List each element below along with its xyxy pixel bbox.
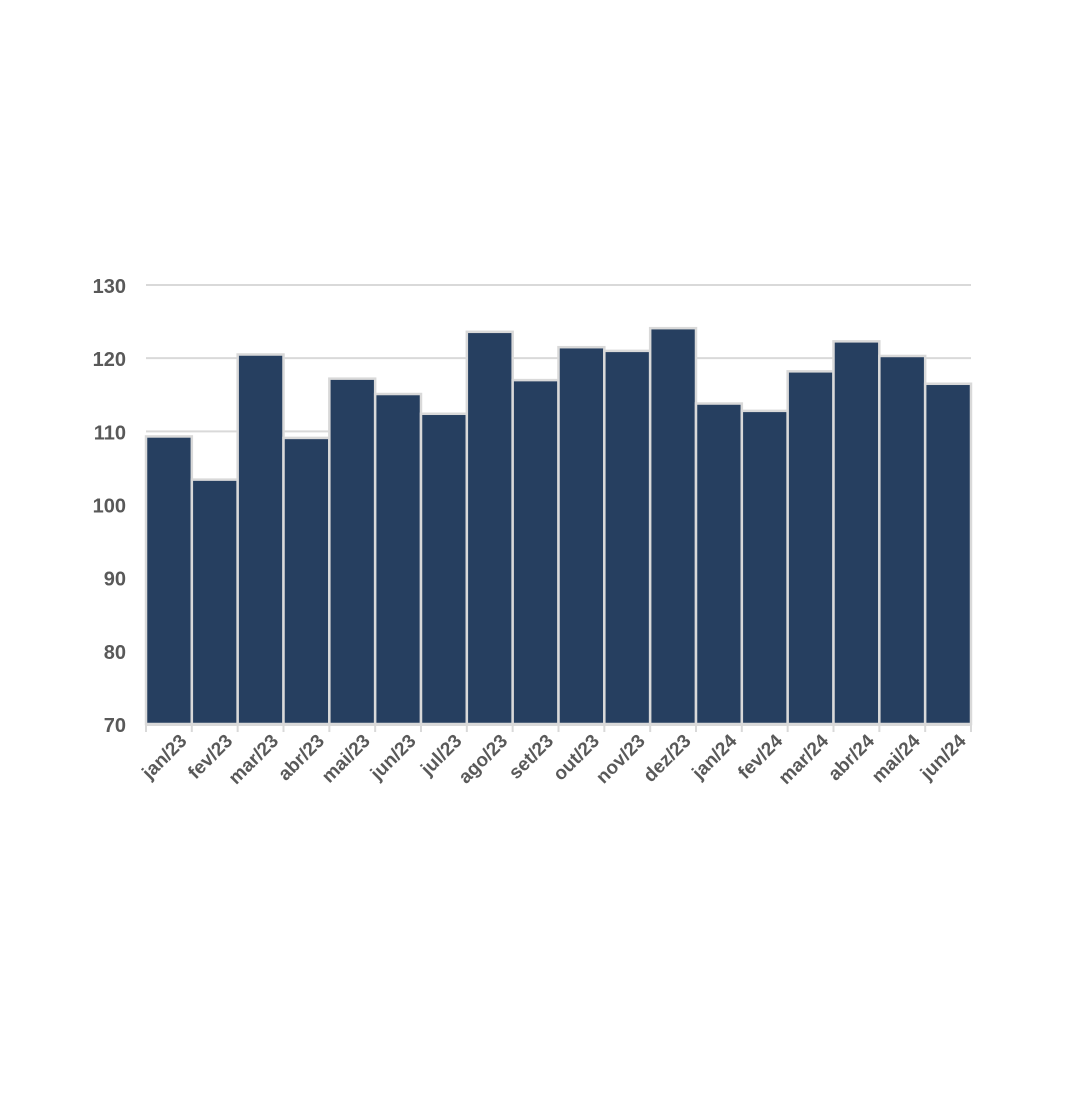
x-tick-label: abr/23 xyxy=(274,731,328,785)
bar-out-23 xyxy=(557,345,606,726)
y-axis-tick-labels: 70 80 90 100 110 120 130 xyxy=(93,276,126,737)
bar-abr-24 xyxy=(832,340,881,726)
bar-jan-24 xyxy=(694,402,744,726)
x-tick-label: dez/23 xyxy=(640,731,696,787)
bar-jul-23 xyxy=(419,412,469,726)
bar-jun-23 xyxy=(373,392,423,726)
bars xyxy=(144,326,973,726)
x-tick-label: jun/24 xyxy=(916,730,971,785)
x-tick-label: jan/24 xyxy=(688,730,742,784)
x-tick-label: mai/24 xyxy=(868,730,925,787)
x-tick-label: jan/23 xyxy=(138,731,192,785)
y-tick-label: 100 xyxy=(93,496,126,518)
y-tick-label: 110 xyxy=(94,422,126,444)
bar-abr-23 xyxy=(282,436,331,726)
y-tick-label: 80 xyxy=(104,642,126,664)
y-tick-label: 120 xyxy=(93,349,126,371)
x-tick-label: set/23 xyxy=(505,731,558,784)
bar-dez-23 xyxy=(648,326,698,726)
x-tick-label: ago/23 xyxy=(455,731,512,788)
y-tick-label: 130 xyxy=(93,276,126,298)
bar-jan-23 xyxy=(144,435,194,726)
bar-mar-24 xyxy=(786,370,835,726)
x-tick-label: abr/24 xyxy=(824,730,879,785)
bar-mar-23 xyxy=(236,353,285,726)
bar-nov-23 xyxy=(603,349,652,726)
bar-ago-23 xyxy=(465,330,514,726)
bar-fev-23 xyxy=(190,478,239,726)
x-tick-label: mar/23 xyxy=(225,731,283,789)
x-tick-label: jun/23 xyxy=(366,731,420,785)
x-axis-tick-labels: jan/23fev/23mar/23abr/23mai/23jun/23jul/… xyxy=(138,730,971,788)
bar-fev-24 xyxy=(740,409,789,726)
x-tick-label: mai/23 xyxy=(318,731,375,788)
y-tick-label: 90 xyxy=(104,569,126,591)
bar-jun-24 xyxy=(923,382,973,726)
x-axis xyxy=(145,724,972,732)
x-tick-label: nov/23 xyxy=(592,731,649,788)
bar-mai-24 xyxy=(878,354,927,726)
y-tick-label: 70 xyxy=(104,715,126,737)
x-tick-label: mar/24 xyxy=(775,730,833,788)
bar-set-23 xyxy=(511,378,560,726)
bar-mai-23 xyxy=(328,377,377,726)
